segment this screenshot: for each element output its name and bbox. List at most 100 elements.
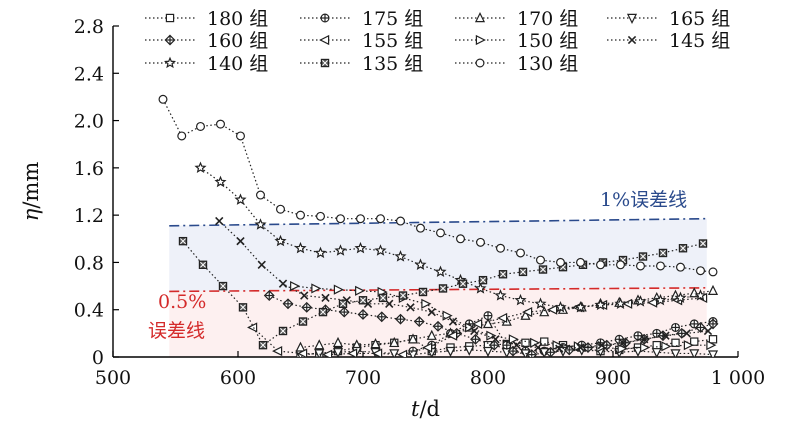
- data-point: [158, 94, 168, 104]
- data-point: [478, 275, 488, 285]
- data-point: [618, 338, 628, 347]
- legend-item: 175 组: [300, 8, 423, 30]
- legend-item: 165 组: [607, 8, 730, 30]
- error-bands: [169, 218, 707, 357]
- data-point: [278, 279, 288, 288]
- x-tick-label: 800: [470, 367, 506, 389]
- y-tick-label: 2.0: [74, 111, 104, 133]
- data-point: [670, 322, 680, 332]
- data-point: [671, 338, 680, 348]
- x-tick-label: 900: [595, 367, 631, 389]
- data-point: [215, 216, 224, 226]
- data-point: [474, 282, 487, 294]
- data-point: [282, 298, 294, 310]
- data-point: [177, 131, 187, 141]
- data-point: [540, 337, 549, 346]
- series-line: [218, 220, 709, 350]
- legend-item: 155 组: [300, 30, 423, 52]
- legend-marker: [474, 12, 486, 23]
- y-tick-label: 0.8: [74, 252, 104, 274]
- data-point: [655, 261, 665, 271]
- legend-label: 180 组: [207, 8, 268, 30]
- data-point: [518, 267, 528, 277]
- series-6: [290, 281, 717, 354]
- data-point: [396, 216, 406, 226]
- legend-marker: [163, 56, 177, 69]
- data-point: [314, 339, 325, 350]
- data-point: [438, 284, 448, 293]
- data-point: [682, 329, 691, 338]
- data-point: [670, 349, 681, 357]
- data-point: [332, 348, 344, 357]
- data-point: [652, 340, 661, 350]
- data-point: [514, 293, 527, 306]
- data-point: [436, 228, 446, 238]
- data-point: [395, 313, 406, 325]
- data-point: [322, 349, 333, 357]
- reference-lines: 1%误差线 0.5% 误差线: [148, 189, 707, 342]
- legend-item: 145 组: [607, 30, 730, 52]
- data-point: [695, 321, 706, 333]
- data-point: [394, 250, 407, 262]
- data-point: [413, 316, 425, 327]
- data-point: [294, 241, 307, 254]
- data-point: [512, 341, 521, 350]
- data-point: [278, 326, 288, 336]
- data-point: [370, 338, 381, 349]
- y-tick-label: 1.2: [74, 205, 104, 227]
- data-point: [632, 346, 644, 357]
- series-10: [158, 94, 718, 277]
- data-point: [194, 161, 207, 174]
- data-point: [257, 260, 266, 269]
- legend-label: 165 组: [669, 8, 730, 30]
- data-point: [301, 301, 313, 313]
- data-point: [683, 340, 694, 351]
- reference-label-05pct-line2: 误差线: [148, 320, 205, 342]
- legend-marker: [626, 13, 638, 24]
- legend-label: 175 组: [362, 8, 423, 30]
- data-point: [258, 340, 268, 350]
- x-axis-title: t/d: [411, 397, 440, 421]
- data-point: [554, 300, 567, 313]
- data-point: [614, 297, 627, 309]
- data-point: [464, 345, 475, 356]
- data-point: [491, 335, 500, 344]
- data-point: [376, 311, 388, 323]
- data-point: [434, 265, 447, 278]
- data-point: [638, 252, 648, 261]
- data-point: [547, 304, 558, 315]
- data-point: [695, 266, 705, 276]
- reference-label-05pct-line1: 0.5%: [158, 291, 206, 313]
- data-point: [472, 318, 483, 329]
- data-point: [707, 284, 719, 295]
- data-point: [678, 244, 688, 253]
- legend-label: 150 组: [517, 30, 578, 52]
- data-point: [497, 312, 508, 324]
- data-point: [314, 349, 325, 357]
- data-point: [622, 298, 633, 309]
- x-tick-label: 600: [220, 367, 256, 389]
- legend-label: 140 组: [207, 53, 268, 75]
- data-point: [376, 214, 386, 224]
- data-point: [476, 237, 486, 247]
- data-point: [290, 281, 301, 292]
- data-point: [334, 244, 347, 256]
- legend-item: 160 组: [145, 30, 268, 52]
- data-point: [703, 326, 713, 336]
- legend-marker: [475, 34, 486, 46]
- legend-label: 170 组: [517, 8, 578, 30]
- data-point: [178, 236, 188, 246]
- legend-marker: [164, 34, 176, 46]
- data-point: [635, 261, 645, 271]
- data-point: [698, 239, 708, 248]
- data-point: [595, 260, 605, 270]
- legend-label: 145 组: [669, 30, 730, 52]
- data-point: [594, 298, 607, 311]
- data-point: [332, 336, 344, 348]
- data-point: [297, 348, 308, 357]
- data-point: [694, 289, 707, 301]
- data-point: [314, 246, 327, 259]
- data-point: [708, 267, 718, 277]
- band-1pct: [169, 218, 707, 292]
- data-point: [555, 344, 564, 353]
